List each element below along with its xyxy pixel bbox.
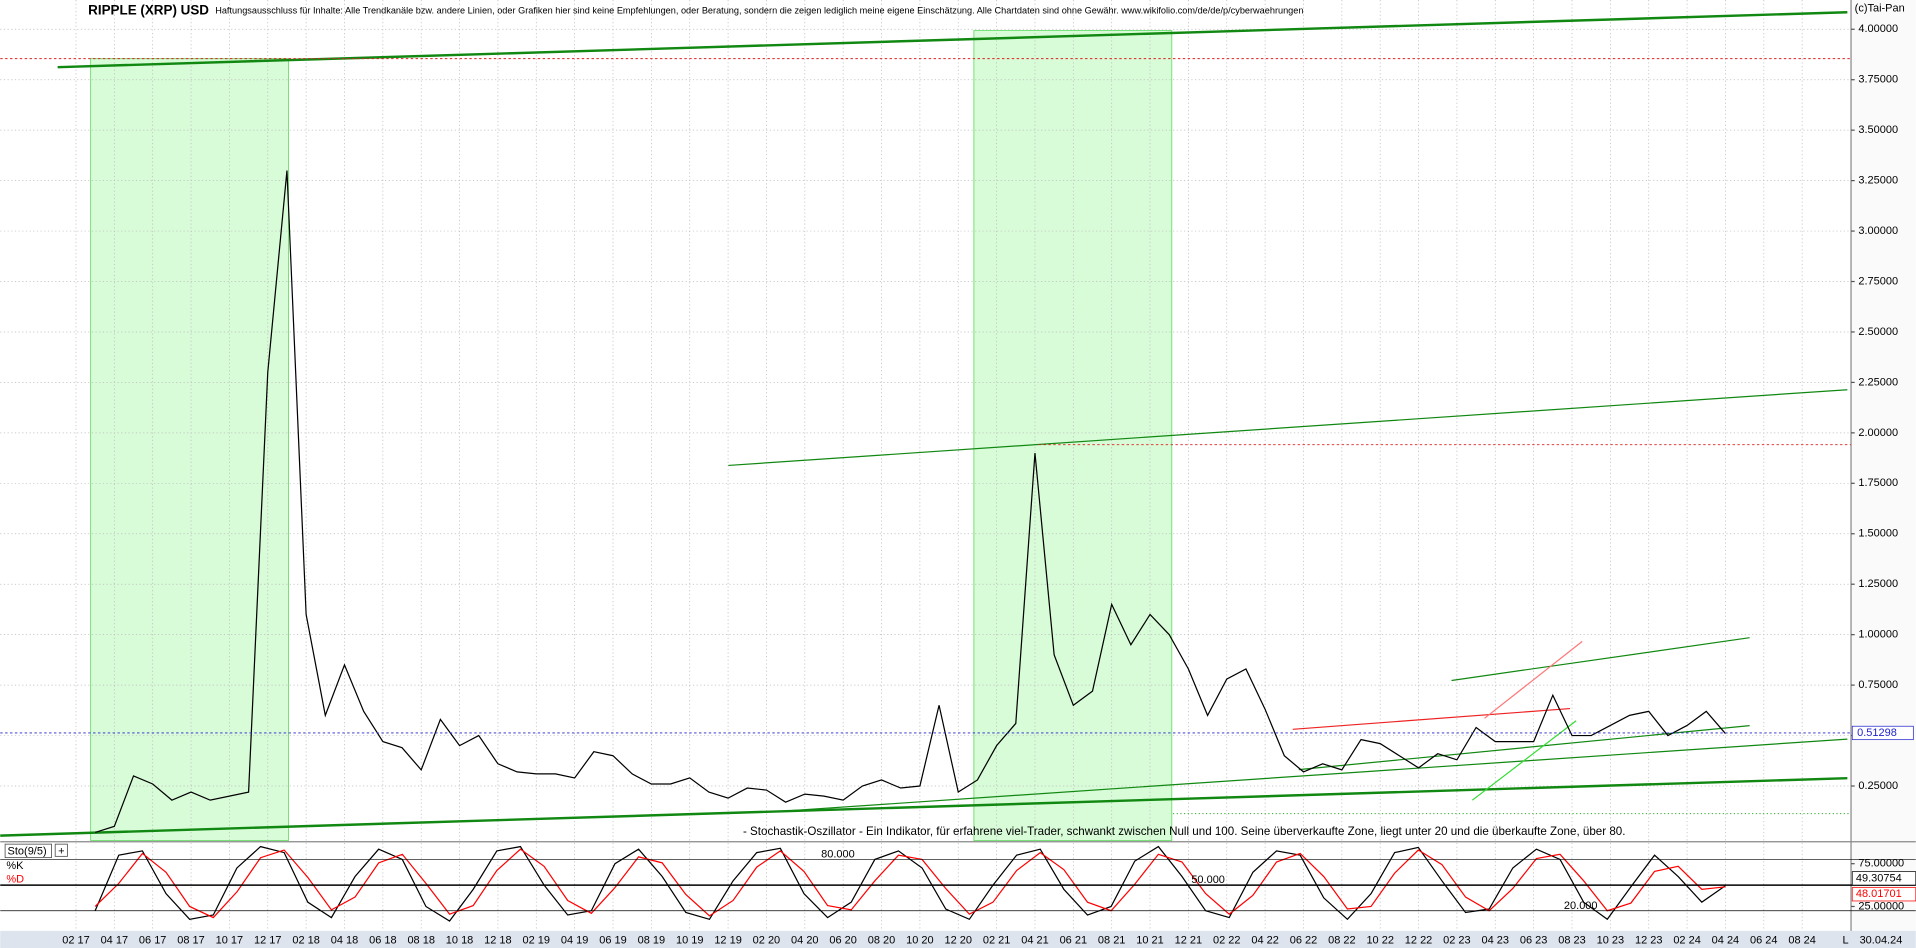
- x-tick-label: 12 23: [1635, 935, 1662, 947]
- trend-line: [1451, 637, 1750, 682]
- x-tick-label: 10 21: [1136, 935, 1164, 947]
- x-tick-label: 06 19: [599, 935, 627, 947]
- trend-line: [1471, 720, 1577, 801]
- x-tick-label: 06 18: [369, 935, 397, 947]
- x-tick-label: 10 17: [216, 935, 244, 947]
- x-tick-label: 04 24: [1712, 935, 1739, 947]
- y-tick-label: 1.25000: [1858, 578, 1898, 590]
- x-tick-label: 02 23: [1443, 935, 1470, 947]
- current-value: 48.01701: [1856, 888, 1902, 900]
- x-tick-label: 10 19: [676, 935, 704, 947]
- x-tick-label: 08 24: [1788, 935, 1816, 947]
- x-tick-label: 12 21: [1175, 935, 1203, 947]
- y-tick-label: 1.75000: [1858, 477, 1898, 489]
- legend-label: %K: [6, 860, 24, 872]
- x-tick-label: 08 18: [407, 935, 435, 947]
- x-tick-label: 12 22: [1405, 935, 1432, 947]
- x-tick-label: 02 24: [1673, 935, 1701, 947]
- level-label: 50.000: [1191, 874, 1225, 886]
- subtitle: Haftungsausschluss für Inhalte: Alle Tre…: [215, 5, 1303, 15]
- x-tick-label: 12 17: [254, 935, 281, 947]
- current-value: 49.30754: [1856, 872, 1902, 884]
- y-tick-label: 1.50000: [1858, 528, 1898, 540]
- trend-line: [0, 776, 1848, 837]
- y-tick-label: 0.75000: [1858, 679, 1898, 691]
- x-tick-label: 08 17: [177, 935, 204, 947]
- chart-title: RIPPLE (XRP) USD: [88, 3, 209, 18]
- x-tick-label: 06 17: [139, 935, 167, 947]
- x-tick-label: 06 22: [1290, 935, 1318, 947]
- x-tick-label: 02 21: [983, 935, 1011, 947]
- y-tick-label: 3.50000: [1858, 124, 1898, 136]
- current-value: 0.51298: [1857, 727, 1897, 739]
- annotation: - Stochastik-Oszillator - Ein Indikator,…: [743, 825, 1625, 838]
- x-tick-label: 02 17: [62, 935, 90, 947]
- y-tick-label: 4.00000: [1858, 23, 1898, 35]
- y-tick-label: 2.50000: [1858, 326, 1898, 338]
- trend-line: [782, 738, 1848, 812]
- x-tick-label: 08 21: [1098, 935, 1126, 947]
- x-tick-label: 02 19: [523, 935, 551, 947]
- y-tick-label: 25.00000: [1858, 900, 1904, 912]
- x-tick-label: 10 22: [1366, 935, 1394, 947]
- x-tick-label: 08 22: [1328, 935, 1355, 947]
- x-tick-label: 10 18: [446, 935, 474, 947]
- trend-line: [57, 10, 1848, 69]
- zone: [90, 58, 289, 841]
- x-tick-label: 04 20: [791, 935, 819, 947]
- x-tick-label: 02 20: [753, 935, 781, 947]
- source: (c)Tai-Pan: [1855, 2, 1905, 14]
- trend-line: [1484, 640, 1583, 719]
- x-tick-label: 04 18: [331, 935, 359, 947]
- y-tick-label: 75.00000: [1858, 858, 1904, 870]
- x-tick-label: 06 21: [1060, 935, 1088, 947]
- x-tick-label: 12 19: [714, 935, 742, 947]
- x-tick-label: 06 24: [1750, 935, 1777, 947]
- x-tick-label: 08 19: [638, 935, 666, 947]
- x-tick-label: 02 18: [292, 935, 320, 947]
- x-tick-label: 08 23: [1558, 935, 1586, 947]
- y-tick-label: 2.25000: [1858, 376, 1898, 388]
- x-axis-band: [0, 930, 1916, 948]
- x-tick-label: 04 19: [561, 935, 589, 947]
- expand-icon[interactable]: +: [58, 845, 64, 857]
- date-label: 30.04.24: [1860, 935, 1903, 947]
- indicator-title: Sto(9/5): [8, 845, 47, 857]
- y-tick-label: 3.75000: [1858, 74, 1898, 86]
- x-tick-label: 08 20: [868, 935, 896, 947]
- x-tick-label: 06 20: [829, 935, 857, 947]
- x-tick-label: 04 23: [1482, 935, 1510, 947]
- x-tick-label: 12 20: [944, 935, 972, 947]
- y-tick-label: 3.00000: [1858, 225, 1898, 237]
- current-box: [1851, 725, 1914, 741]
- x-tick-label: 12 18: [484, 935, 512, 947]
- indicator-box: [4, 843, 52, 859]
- trend-line: [728, 389, 1848, 467]
- y-tick-label: 3.25000: [1858, 175, 1898, 187]
- trend-lines: [0, 10, 1852, 837]
- x-tick-label: 02 22: [1213, 935, 1241, 947]
- x-tick-label: 10 23: [1597, 935, 1624, 947]
- x-tick-label: 04 22: [1251, 935, 1279, 947]
- expand-button[interactable]: [54, 843, 68, 857]
- trend-line: [1298, 725, 1750, 771]
- series-line: [94, 848, 1726, 919]
- level-label: 80.000: [821, 848, 855, 860]
- x-tick-label: 04 17: [101, 935, 128, 947]
- trend-line: [1292, 707, 1571, 730]
- y-tick-label: 0.25000: [1858, 780, 1898, 792]
- level-label: 20.000: [1564, 900, 1598, 912]
- axis-panel: [1851, 0, 1916, 931]
- zone: [973, 30, 1173, 841]
- series-line: [94, 170, 1726, 834]
- x-tick-label: 10 20: [906, 935, 934, 947]
- y-tick-label: 1.00000: [1858, 629, 1898, 641]
- x-tick-label: 04 21: [1021, 935, 1049, 947]
- y-tick-label: 2.00000: [1858, 427, 1898, 439]
- scale-label: L: [1842, 935, 1848, 947]
- x-tick-label: 06 23: [1520, 935, 1547, 947]
- legend-label: %D: [6, 873, 24, 885]
- y-tick-label: 2.75000: [1858, 275, 1898, 287]
